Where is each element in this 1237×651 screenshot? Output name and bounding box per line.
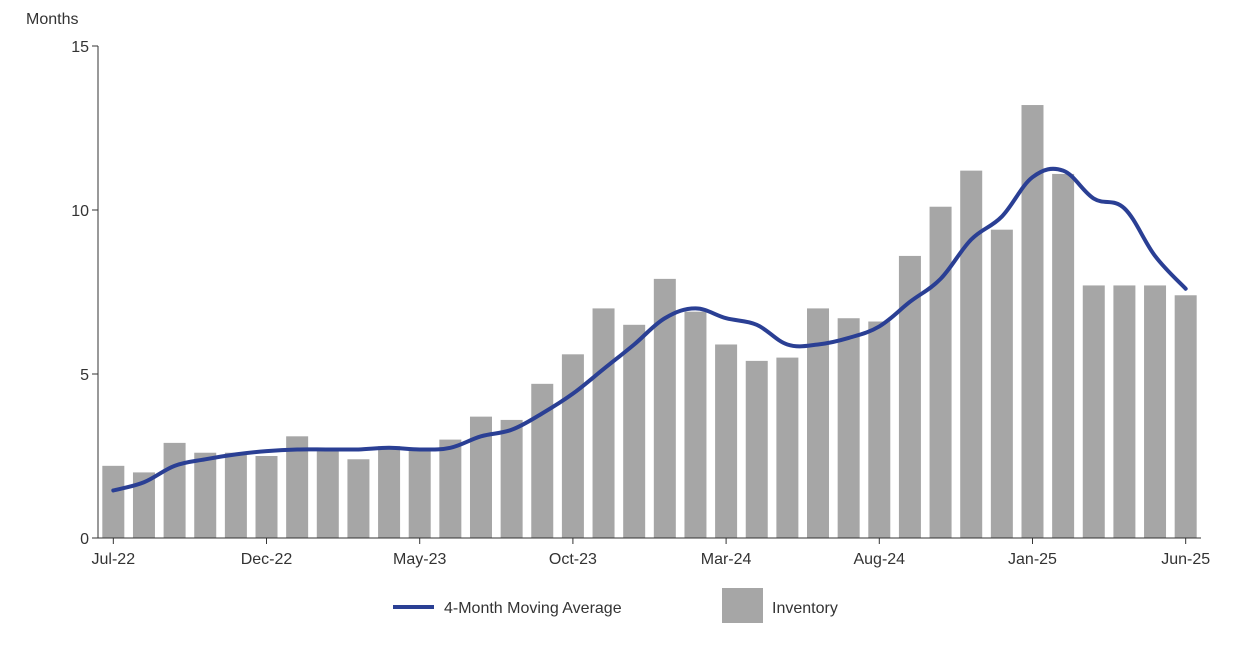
- inventory-bar: [990, 229, 1013, 538]
- x-tick-label: Mar-24: [701, 551, 752, 568]
- inventory-bar: [378, 446, 401, 538]
- inventory-bar: [561, 354, 584, 538]
- bar-series: [102, 105, 1197, 539]
- inventory-bar: [316, 449, 339, 538]
- y-axis-title: Months: [26, 11, 78, 28]
- inventory-bar: [1052, 173, 1075, 539]
- inventory-bar: [592, 308, 615, 538]
- inventory-bar: [776, 357, 799, 538]
- inventory-bar: [469, 416, 492, 538]
- x-tick-label: Jul-22: [92, 551, 136, 568]
- inventory-bar: [132, 472, 155, 538]
- inventory-bar: [1174, 295, 1197, 538]
- y-tick-label: 5: [80, 367, 89, 384]
- inventory-bar: [960, 170, 983, 538]
- inventory-bar: [745, 360, 768, 538]
- inventory-bar: [408, 449, 431, 538]
- inventory-bar: [163, 442, 186, 538]
- inventory-bar: [623, 324, 646, 538]
- legend: 4-Month Moving Average Inventory: [393, 588, 838, 623]
- inventory-bar: [500, 419, 523, 538]
- y-tick-label: 0: [80, 531, 89, 548]
- inventory-bar: [224, 452, 247, 538]
- inventory-bar: [286, 436, 309, 538]
- inventory-bar: [868, 321, 891, 538]
- x-tick-label: Aug-24: [853, 551, 905, 568]
- inventory-bar: [684, 311, 707, 538]
- inventory-bar: [653, 278, 676, 538]
- inventory-bar: [102, 465, 125, 538]
- inventory-bar: [347, 459, 370, 538]
- inventory-bar: [837, 318, 860, 538]
- x-tick-label: Oct-23: [549, 551, 597, 568]
- x-tick-label: Dec-22: [241, 551, 293, 568]
- x-tick-label: Jun-25: [1161, 551, 1210, 568]
- inventory-bar: [898, 255, 921, 539]
- inventory-bar: [929, 206, 952, 538]
- y-tick-label: 10: [71, 203, 89, 220]
- x-tick-label: Jan-25: [1008, 551, 1057, 568]
- inventory-bar: [439, 439, 462, 538]
- y-tick-label: 15: [71, 39, 89, 56]
- inventory-bar: [807, 308, 830, 538]
- inventory-bar: [1021, 105, 1044, 538]
- inventory-bar: [1113, 285, 1136, 538]
- legend-label-moving-average: 4-Month Moving Average: [444, 600, 622, 617]
- moving-average-line: [111, 166, 1188, 493]
- inventory-bar: [194, 452, 217, 538]
- inventory-bar: [255, 456, 278, 538]
- inventory-bar: [715, 344, 738, 538]
- inventory-bar: [1082, 285, 1105, 538]
- inventory-bar: [531, 383, 554, 538]
- x-tick-label: May-23: [393, 551, 446, 568]
- legend-box-swatch: [722, 588, 763, 623]
- x-axis: Jul-22 Dec-22 May-23 Oct-23 Mar-24 Aug-24 Jan-…: [92, 537, 1210, 568]
- y-axis: 0 5 10 15: [71, 39, 99, 548]
- legend-label-inventory: Inventory: [772, 600, 838, 617]
- inventory-bar: [1144, 285, 1167, 538]
